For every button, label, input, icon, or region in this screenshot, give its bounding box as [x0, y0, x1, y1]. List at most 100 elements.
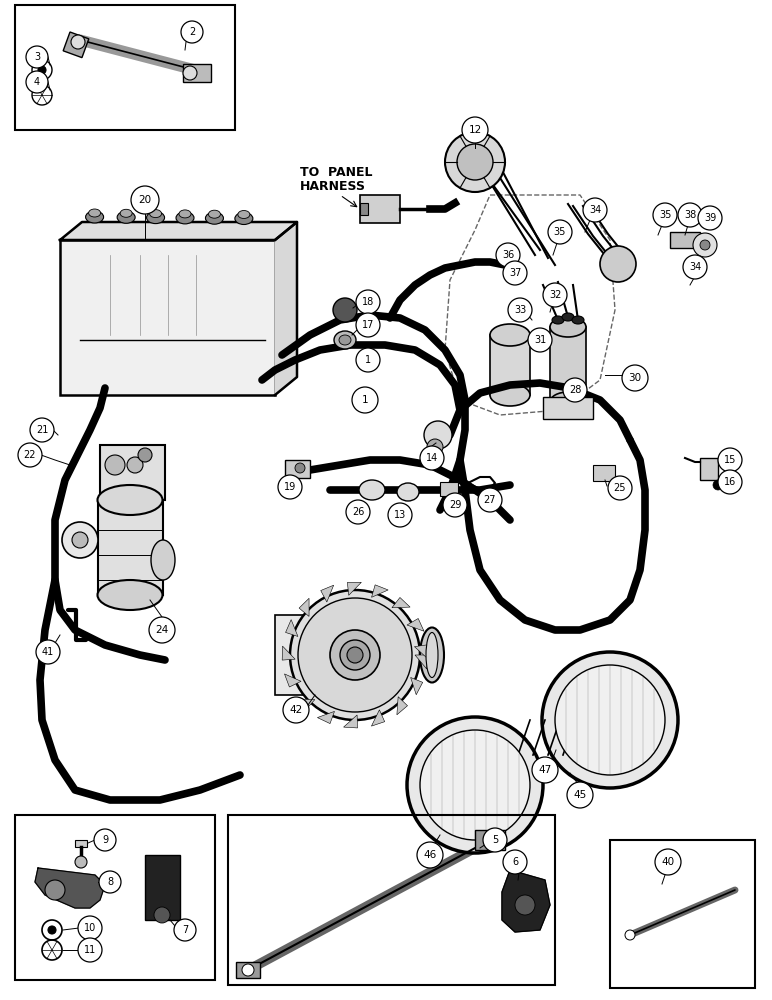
Polygon shape [286, 620, 298, 636]
Polygon shape [344, 715, 357, 728]
Circle shape [528, 328, 552, 352]
Circle shape [75, 856, 87, 868]
Bar [285, 460, 310, 478]
Text: TO  PANEL: TO PANEL [300, 165, 373, 178]
Circle shape [183, 66, 197, 80]
Text: 13: 13 [394, 510, 406, 520]
Ellipse shape [552, 316, 564, 324]
Text: 32: 32 [549, 290, 561, 300]
Text: 45: 45 [574, 790, 587, 800]
Circle shape [713, 480, 723, 490]
Bar [145, 855, 180, 920]
Circle shape [542, 652, 678, 788]
Ellipse shape [208, 210, 221, 218]
Ellipse shape [490, 384, 530, 406]
Circle shape [457, 144, 493, 180]
Ellipse shape [359, 480, 385, 500]
Circle shape [600, 246, 636, 282]
Ellipse shape [490, 324, 530, 346]
Ellipse shape [334, 331, 356, 349]
Text: 46: 46 [423, 850, 437, 860]
Circle shape [99, 871, 121, 893]
Text: 2: 2 [189, 27, 195, 37]
Text: 37: 37 [509, 268, 521, 278]
Bar [183, 64, 211, 82]
Text: 21: 21 [36, 425, 48, 435]
Circle shape [496, 243, 520, 267]
Text: 18: 18 [362, 297, 374, 307]
Circle shape [563, 378, 587, 402]
Bar [60, 240, 275, 395]
Circle shape [72, 532, 88, 548]
Circle shape [583, 198, 607, 222]
Bar [63, 32, 89, 58]
Bar [593, 465, 615, 481]
Ellipse shape [426, 633, 438, 678]
Ellipse shape [176, 212, 194, 224]
Circle shape [655, 849, 681, 875]
Circle shape [149, 617, 175, 643]
Circle shape [105, 455, 125, 475]
Text: 29: 29 [449, 500, 461, 510]
Circle shape [38, 66, 46, 74]
Text: 30: 30 [628, 373, 642, 383]
Polygon shape [371, 585, 388, 597]
Text: 31: 31 [534, 335, 546, 345]
Ellipse shape [572, 316, 584, 324]
Bar [360, 203, 368, 215]
Text: 28: 28 [569, 385, 581, 395]
Bar [75, 840, 87, 847]
Text: 17: 17 [362, 320, 374, 330]
Text: 34: 34 [689, 262, 701, 272]
Bar [543, 397, 593, 419]
Bar [100, 445, 165, 500]
Circle shape [71, 35, 85, 49]
Text: HARNESS: HARNESS [300, 180, 366, 194]
Circle shape [127, 457, 143, 473]
Circle shape [78, 916, 102, 940]
Ellipse shape [238, 211, 250, 219]
Bar [15, 815, 215, 980]
Circle shape [484, 834, 496, 846]
Circle shape [352, 387, 378, 413]
Circle shape [508, 298, 532, 322]
Circle shape [443, 493, 467, 517]
Circle shape [693, 233, 717, 257]
Circle shape [131, 186, 159, 214]
Text: 5: 5 [492, 835, 498, 845]
Polygon shape [411, 677, 423, 695]
Circle shape [45, 880, 65, 900]
Text: 1: 1 [365, 355, 371, 365]
Ellipse shape [97, 485, 162, 515]
Text: 3: 3 [34, 52, 40, 62]
Polygon shape [415, 645, 428, 659]
Circle shape [700, 240, 710, 250]
Text: 25: 25 [614, 483, 626, 493]
Ellipse shape [117, 211, 135, 223]
Ellipse shape [147, 212, 164, 224]
Circle shape [683, 255, 707, 279]
Text: 8: 8 [107, 877, 113, 887]
Bar [610, 840, 755, 988]
Text: 10: 10 [84, 923, 96, 933]
Text: 7: 7 [182, 925, 188, 935]
Circle shape [181, 21, 203, 43]
Polygon shape [296, 699, 315, 709]
Text: 34: 34 [589, 205, 601, 215]
Bar [670, 232, 700, 248]
Circle shape [154, 907, 170, 923]
Ellipse shape [120, 209, 132, 217]
Circle shape [462, 117, 488, 143]
Circle shape [483, 828, 507, 852]
Circle shape [26, 46, 48, 68]
Circle shape [138, 448, 152, 462]
Circle shape [718, 448, 742, 472]
Circle shape [48, 926, 56, 934]
Ellipse shape [420, 628, 444, 682]
Text: 26: 26 [352, 507, 364, 517]
Text: 36: 36 [502, 250, 514, 260]
Circle shape [283, 697, 309, 723]
Text: 14: 14 [426, 453, 438, 463]
Circle shape [543, 283, 567, 307]
Circle shape [407, 717, 543, 853]
